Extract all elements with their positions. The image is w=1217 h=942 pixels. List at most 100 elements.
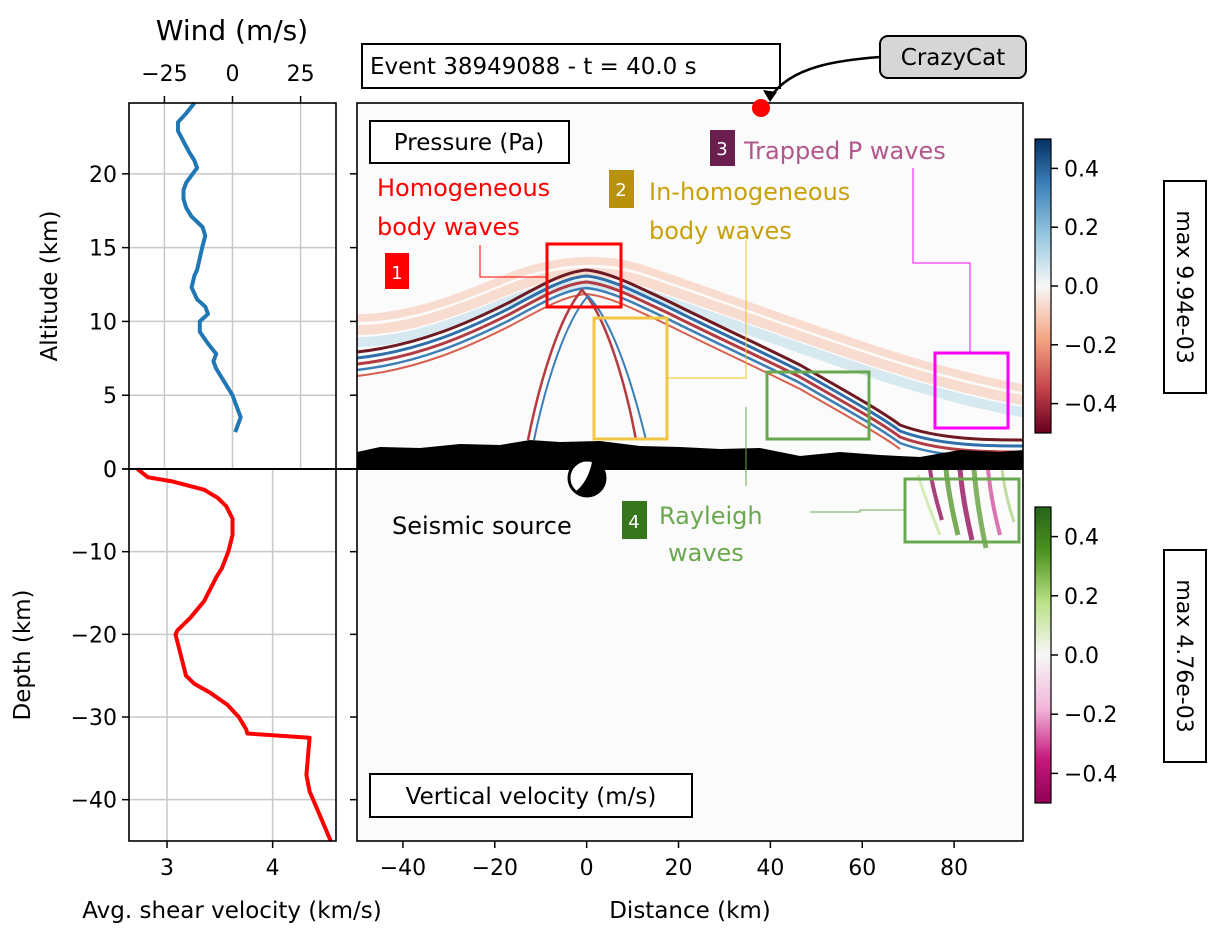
annotation-2-line2: body waves bbox=[649, 217, 792, 245]
depth-tick-label: −40 bbox=[71, 789, 117, 814]
shear-grid bbox=[129, 469, 336, 841]
depth-tick-label: −30 bbox=[71, 706, 117, 731]
altitude-tick-label: 0 bbox=[103, 458, 117, 483]
main-panel-frame bbox=[356, 102, 1024, 842]
altitude-tick-label: 5 bbox=[103, 384, 117, 409]
pressure-colorbar-tick-label: −0.4 bbox=[1064, 393, 1117, 418]
wind-tick-label: 25 bbox=[287, 62, 315, 87]
annotation-4-badge bbox=[622, 501, 647, 539]
annotation-rayleigh: 4 Rayleigh waves bbox=[622, 370, 1021, 567]
pressure-colorbar: 0.4 0.2 0.0 −0.2 −0.4 max 9.94e-03 bbox=[1034, 138, 1207, 434]
annotation-4-number: 4 bbox=[628, 512, 639, 533]
callout-arrowhead bbox=[763, 90, 777, 102]
depth-tick-label: 0 bbox=[103, 458, 117, 483]
velocity-colorbar-tick-label: −0.2 bbox=[1064, 703, 1117, 728]
source-beachball-fill bbox=[575, 462, 606, 497]
shear-axis-label: Avg. shear velocity (km/s) bbox=[82, 898, 381, 924]
pressure-colorbar-tick-label: 0.2 bbox=[1064, 216, 1099, 241]
annotation-3-line1: Trapped P waves bbox=[743, 137, 946, 165]
distance-tick-label: 20 bbox=[665, 856, 693, 881]
crazycat-callout: CrazyCat bbox=[763, 35, 1027, 102]
velocity-colorbar-tick-label: 0.0 bbox=[1064, 644, 1099, 669]
annotation-4-box-lower bbox=[903, 477, 1021, 544]
pressure-colorbar-ticks: 0.4 0.2 0.0 −0.2 −0.4 bbox=[1051, 157, 1117, 418]
depth-tick-label: −10 bbox=[71, 541, 117, 566]
source-label: Seismic source bbox=[392, 512, 572, 540]
altitude-axis-label: Altitude (km) bbox=[37, 211, 63, 362]
distance-tick-label: −40 bbox=[380, 856, 426, 881]
annotation-2-leader bbox=[667, 240, 747, 379]
velocity-colorbar-tick-label: −0.4 bbox=[1064, 762, 1117, 787]
main-y-tick-marks bbox=[350, 173, 357, 801]
pressure-label: Pressure (Pa) bbox=[394, 130, 544, 156]
annotation-3-leader bbox=[912, 168, 971, 353]
annotation-2-box bbox=[592, 316, 669, 441]
distance-tick-label: 80 bbox=[940, 856, 968, 881]
annotation-1-leader bbox=[479, 245, 547, 278]
pressure-wavefront bbox=[357, 268, 1023, 460]
velocity-colorbar: 0.4 0.2 0.0 −0.2 −0.4 max 4.76e-03 bbox=[1034, 506, 1207, 804]
annotation-trapped: 3 Trapped P waves bbox=[710, 130, 1010, 430]
wind-tick-group: −25 0 25 bbox=[141, 62, 315, 103]
velocity-colorbar-max: max 4.76e-03 bbox=[1171, 579, 1196, 732]
distance-tick-label: −20 bbox=[472, 856, 518, 881]
annotation-1-line2: body waves bbox=[377, 213, 520, 241]
seismic-source: Seismic source bbox=[392, 458, 607, 540]
annotation-3-badge bbox=[710, 130, 735, 166]
callout-label: CrazyCat bbox=[901, 45, 1005, 71]
annotation-3-number: 3 bbox=[716, 139, 727, 160]
annotation-4-line2: waves bbox=[668, 539, 744, 567]
altitude-tick-label: 10 bbox=[89, 310, 117, 335]
velocity-colorbar-tick-label: 0.2 bbox=[1064, 585, 1099, 610]
depth-tick-group: 0 −10 −20 −30 −40 bbox=[71, 458, 129, 814]
distance-axis-label: Distance (km) bbox=[609, 898, 771, 924]
shear-tick-label: 3 bbox=[160, 856, 174, 881]
depth-tick-label: −20 bbox=[71, 623, 117, 648]
depth-axis-label: Depth (km) bbox=[10, 589, 36, 720]
pressure-colorbar-tick-label: −0.2 bbox=[1064, 334, 1117, 359]
annotation-4-leader-lower bbox=[810, 509, 905, 513]
topography bbox=[357, 440, 1023, 469]
annotation-4-line1: Rayleigh bbox=[659, 502, 763, 530]
altitude-tick-group: 0 5 10 15 20 bbox=[89, 163, 129, 483]
velocity-label: Vertical velocity (m/s) bbox=[406, 784, 657, 810]
shear-velocity-line bbox=[136, 467, 333, 842]
annotation-1-number: 1 bbox=[391, 263, 402, 284]
callout-arrow bbox=[768, 55, 881, 99]
distance-tick-label: 0 bbox=[580, 856, 594, 881]
station-marker bbox=[752, 99, 770, 117]
velocity-label-box: Vertical velocity (m/s) bbox=[369, 773, 693, 818]
annotation-1-box bbox=[545, 242, 623, 309]
wind-panel: Wind (m/s) −25 0 25 bbox=[128, 14, 337, 470]
event-label-box: Event 38949088 - t = 40.0 s bbox=[361, 43, 781, 89]
pressure-diffuse-band bbox=[357, 256, 1023, 417]
wind-profile-line bbox=[176, 101, 243, 433]
wind-grid bbox=[129, 103, 336, 469]
altitude-tick-label: 15 bbox=[89, 237, 117, 262]
pressure-colorbar-max: max 9.94e-03 bbox=[1171, 210, 1196, 363]
pressure-colorbar-tick-label: 0.4 bbox=[1064, 157, 1099, 182]
distance-tick-group: −40 −20 0 20 40 60 80 bbox=[380, 841, 968, 881]
pressure-colorbar-tick-label: 0.0 bbox=[1064, 275, 1099, 300]
distance-tick-label: 60 bbox=[848, 856, 876, 881]
annotation-inhomogeneous: 2 In-homogeneous body waves bbox=[592, 170, 850, 441]
distance-tick-label: 40 bbox=[756, 856, 784, 881]
shear-tick-label: 4 bbox=[266, 856, 280, 881]
annotation-3-box bbox=[933, 351, 1010, 430]
annotation-homogeneous: Homogeneous body waves 1 bbox=[377, 174, 623, 309]
annotation-4-box-upper bbox=[765, 370, 871, 441]
wind-tick-label: −25 bbox=[141, 62, 187, 87]
annotation-2-badge bbox=[609, 170, 634, 208]
annotation-1-line1: Homogeneous bbox=[377, 174, 550, 202]
velocity-colorbar-gradient bbox=[1034, 506, 1052, 804]
event-label: Event 38949088 - t = 40.0 s bbox=[370, 54, 697, 80]
annotation-1-badge bbox=[385, 253, 409, 289]
wind-axis-title: Wind (m/s) bbox=[156, 14, 308, 47]
pressure-colorbar-gradient bbox=[1034, 138, 1052, 434]
velocity-colorbar-tick-label: 0.4 bbox=[1064, 526, 1099, 551]
altitude-tick-label: 20 bbox=[89, 163, 117, 188]
annotation-2-line1: In-homogeneous bbox=[649, 178, 850, 206]
